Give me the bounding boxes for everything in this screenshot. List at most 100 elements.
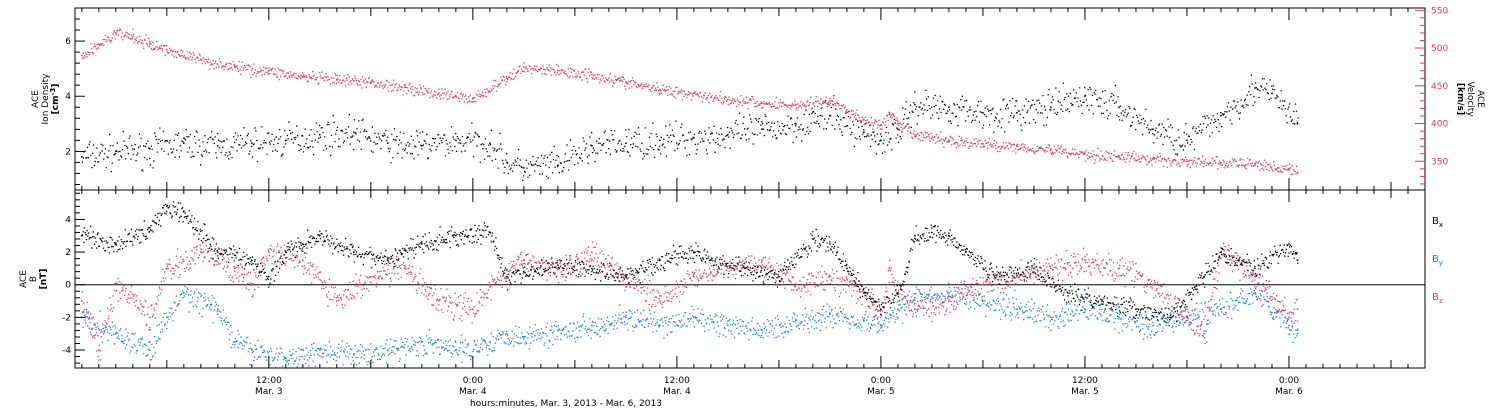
by-point [1220, 308, 1222, 311]
bz-point [888, 267, 891, 270]
by-point [761, 329, 763, 332]
density-point [557, 164, 559, 167]
bz-point [1084, 259, 1086, 262]
velocity-point [948, 139, 950, 142]
velocity-point [659, 88, 661, 91]
bx-point [659, 259, 661, 262]
bz-series [80, 240, 1299, 361]
velocity-point [863, 118, 865, 121]
velocity-point [625, 81, 627, 83]
density-series [80, 74, 1299, 181]
by-point [1050, 316, 1052, 319]
density-point [1152, 128, 1154, 131]
bx-point [455, 234, 457, 237]
density-point [659, 139, 661, 142]
bz-point [489, 283, 491, 286]
density-point [318, 133, 321, 136]
bx-point [114, 243, 117, 245]
velocity-point [301, 75, 304, 78]
bx-point [80, 234, 83, 237]
velocity-point [888, 113, 891, 116]
y-tick-label: -2 [62, 313, 71, 323]
density-point [114, 150, 117, 153]
velocity-point [1220, 161, 1222, 164]
by-point [352, 354, 355, 356]
bz-point [267, 251, 270, 254]
velocity-point [1016, 145, 1018, 148]
density-point [982, 111, 984, 114]
bx-point [948, 234, 950, 237]
by-point [250, 349, 253, 351]
bx-point [318, 234, 321, 237]
y-tick-label: 0 [65, 281, 71, 291]
by-point [1016, 308, 1018, 311]
bx-point [829, 243, 831, 245]
density-point [914, 103, 916, 106]
x-tick-time: 12:00 [1072, 376, 1098, 386]
bz-point [523, 259, 525, 262]
density-axis-label-line2: Ion Density [41, 73, 51, 125]
by-point [591, 324, 593, 327]
velocity-point [914, 134, 916, 136]
bx-point [267, 275, 270, 278]
by-point [1152, 324, 1154, 327]
by-points [81, 281, 1299, 370]
by-point [455, 349, 457, 351]
y-tick-label: 6 [65, 37, 71, 47]
density-point [489, 142, 491, 145]
velocity-point [148, 43, 151, 46]
by-point [284, 357, 287, 360]
by-point [948, 292, 950, 294]
bx-point [182, 210, 185, 213]
by-point [523, 336, 525, 338]
density-point [421, 145, 423, 147]
bz-point [1254, 275, 1256, 278]
bz-point [335, 300, 338, 302]
bz-point [165, 267, 168, 270]
bx-point [846, 267, 848, 270]
bx-point [693, 251, 695, 254]
bz-point [982, 283, 984, 286]
velocity-point [727, 98, 729, 101]
by-point [182, 292, 185, 294]
velocity-point [506, 77, 508, 80]
velocity-point [795, 103, 797, 106]
y-tick-label: 450 [1431, 82, 1448, 92]
bz-point [1152, 283, 1154, 286]
bx-point [216, 251, 219, 254]
velocity-point [1254, 162, 1256, 165]
velocity-point [472, 97, 474, 100]
velocity-point [591, 73, 593, 76]
bz-point [97, 349, 100, 351]
by-point [795, 319, 797, 322]
density-point [1186, 139, 1188, 142]
density-point [863, 131, 865, 134]
bx-point [812, 238, 814, 240]
density-point [216, 145, 219, 147]
y-tick-label: -4 [62, 346, 71, 356]
bz-point [199, 251, 202, 254]
bz-point [1016, 275, 1018, 278]
field-axis-ticks: -4 -2 0 2 4 [62, 192, 85, 364]
density-point [523, 167, 525, 169]
by-point [216, 308, 219, 311]
density-point [506, 161, 508, 164]
velocity-point [199, 58, 202, 61]
velocity-point [829, 100, 831, 102]
magnetic-field-panel: -4 -2 0 2 4 ACE B [nT] Bx By Bz [19, 189, 1443, 370]
bx-point [591, 267, 593, 270]
by-point [557, 329, 559, 332]
bz-point [914, 308, 916, 311]
bx-point [1296, 259, 1299, 262]
x-tick-time: 12:00 [256, 376, 282, 386]
velocity-point [97, 43, 100, 46]
by-point [982, 300, 984, 302]
bx-point [1288, 243, 1290, 245]
bz-points [81, 240, 1299, 361]
bx-point [999, 275, 1001, 278]
density-point [80, 156, 83, 158]
density-point [1118, 106, 1120, 109]
y-tick-label: 550 [1431, 6, 1448, 16]
bz-point [591, 251, 593, 254]
by-point [693, 316, 695, 319]
